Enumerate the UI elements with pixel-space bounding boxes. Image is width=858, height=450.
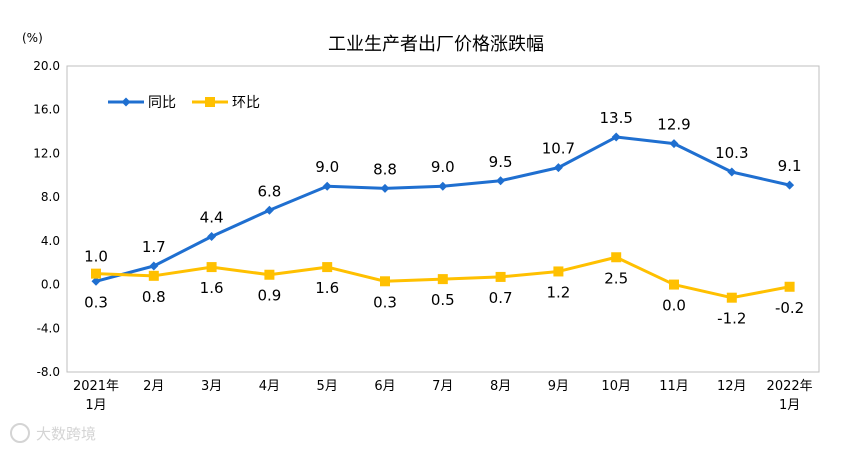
data-point-2 bbox=[322, 262, 333, 273]
data-point-2 bbox=[726, 292, 737, 303]
y-tick-label: 8.0 bbox=[41, 190, 60, 204]
data-point-2 bbox=[784, 281, 795, 292]
legend: 同比 环比 bbox=[108, 95, 260, 111]
x-tick-label: 2022年 bbox=[767, 379, 813, 394]
data-point-1 bbox=[380, 183, 390, 193]
data-label-1: 0.3 bbox=[84, 293, 108, 311]
data-label-1: 9.5 bbox=[489, 153, 513, 171]
data-point-2 bbox=[437, 274, 448, 285]
data-point-2 bbox=[669, 279, 679, 290]
x-tick-label: 2021年 bbox=[73, 379, 119, 394]
data-label-2: 1.6 bbox=[200, 279, 224, 297]
x-tick-label: 5月 bbox=[317, 379, 338, 394]
chart-title: 工业生产者出厂价格涨跌幅 bbox=[328, 34, 544, 55]
data-label-1: 1.7 bbox=[142, 238, 166, 256]
data-label-1: 9.0 bbox=[315, 158, 339, 176]
y-unit-label: (%) bbox=[22, 31, 43, 45]
data-label-2: 0.8 bbox=[142, 288, 166, 306]
x-axis-ticks: 2021年 1月 2月 3月 4月 5月 6月 7月 8月 9月 10月 11月 12月 2022年 1月 bbox=[73, 379, 813, 413]
data-point-1 bbox=[727, 167, 737, 177]
data-label-2: -0.2 bbox=[775, 299, 804, 317]
y-tick-label: 4.0 bbox=[41, 234, 60, 248]
data-label-1: 9.0 bbox=[431, 158, 455, 176]
series-layer bbox=[91, 132, 795, 303]
x-tick-label: 8月 bbox=[490, 379, 511, 394]
x-tick-label: 7月 bbox=[432, 379, 453, 394]
data-label-2: 1.6 bbox=[315, 279, 339, 297]
data-label-1: 10.7 bbox=[542, 140, 575, 158]
data-point-1 bbox=[553, 163, 563, 173]
y-tick-label: 20.0 bbox=[33, 59, 60, 73]
watermark: 大数跨境 bbox=[10, 423, 96, 443]
data-label-2: 0.3 bbox=[373, 293, 397, 311]
y-tick-label: -4.0 bbox=[37, 321, 60, 335]
x-tick-label: 2月 bbox=[143, 379, 164, 394]
x-tick-label: 1月 bbox=[779, 398, 800, 413]
data-point-2 bbox=[553, 266, 564, 277]
y-tick-label: 16.0 bbox=[33, 103, 60, 117]
watermark-text: 大数跨境 bbox=[36, 425, 96, 443]
x-tick-label: 6月 bbox=[374, 379, 395, 394]
data-label-1: 12.9 bbox=[657, 116, 690, 134]
y-tick-label: 12.0 bbox=[33, 146, 60, 160]
data-point-1 bbox=[91, 276, 101, 286]
data-point-2 bbox=[148, 270, 159, 281]
y-axis-ticks: 20.0 16.0 12.0 8.0 4.0 0.0 -4.0 -8.0 bbox=[33, 59, 60, 379]
data-point-1 bbox=[149, 261, 159, 271]
data-point-1 bbox=[207, 231, 217, 241]
watermark-logo-icon bbox=[10, 423, 30, 443]
data-point-2 bbox=[264, 269, 275, 280]
data-point-2 bbox=[495, 271, 506, 282]
legend-label-2: 环比 bbox=[232, 95, 260, 111]
data-point-1 bbox=[496, 176, 506, 186]
y-tick-label: 0.0 bbox=[41, 278, 60, 292]
data-label-1: 8.8 bbox=[373, 160, 397, 178]
data-label-2: 0.0 bbox=[662, 297, 686, 315]
data-label-2: 0.5 bbox=[431, 291, 455, 309]
y-tick-label: -8.0 bbox=[37, 365, 60, 379]
data-label-2: 0.9 bbox=[257, 287, 281, 305]
data-point-2 bbox=[91, 268, 101, 279]
x-tick-label: 3月 bbox=[201, 379, 222, 394]
data-point-1 bbox=[611, 132, 621, 142]
legend-marker-1 bbox=[121, 97, 131, 107]
x-tick-label: 9月 bbox=[548, 379, 569, 394]
legend-marker-2 bbox=[205, 97, 215, 107]
data-label-2: 1.2 bbox=[546, 283, 570, 301]
x-tick-label: 4月 bbox=[259, 379, 280, 394]
data-label-1: 10.3 bbox=[715, 144, 748, 162]
data-point-1 bbox=[669, 139, 679, 149]
data-label-1: 6.8 bbox=[257, 182, 281, 200]
x-tick-label: 10月 bbox=[601, 379, 631, 394]
data-label-1: 13.5 bbox=[599, 109, 632, 127]
data-label-2: 1.0 bbox=[84, 248, 108, 266]
x-tick-label: 12月 bbox=[717, 379, 747, 394]
x-tick-label: 11月 bbox=[659, 379, 689, 394]
data-label-2: -1.2 bbox=[717, 310, 746, 328]
plot-area bbox=[66, 65, 820, 373]
data-labels: 0.3 1.7 4.4 6.8 9.0 8.8 9.0 9.5 10.7 13.5 12.9 10.3… bbox=[84, 109, 804, 328]
legend-label-1: 同比 bbox=[148, 95, 176, 111]
data-point-2 bbox=[206, 262, 217, 273]
data-label-1: 4.4 bbox=[200, 208, 224, 226]
data-point-1 bbox=[438, 181, 448, 191]
data-label-2: 2.5 bbox=[604, 269, 628, 287]
data-point-2 bbox=[611, 252, 622, 263]
data-point-2 bbox=[380, 276, 390, 287]
x-tick-label: 1月 bbox=[85, 398, 106, 413]
data-label-1: 9.1 bbox=[778, 157, 802, 175]
data-point-1 bbox=[785, 180, 795, 190]
data-point-1 bbox=[322, 181, 332, 191]
data-point-1 bbox=[264, 205, 274, 215]
data-label-2: 0.7 bbox=[489, 289, 513, 307]
